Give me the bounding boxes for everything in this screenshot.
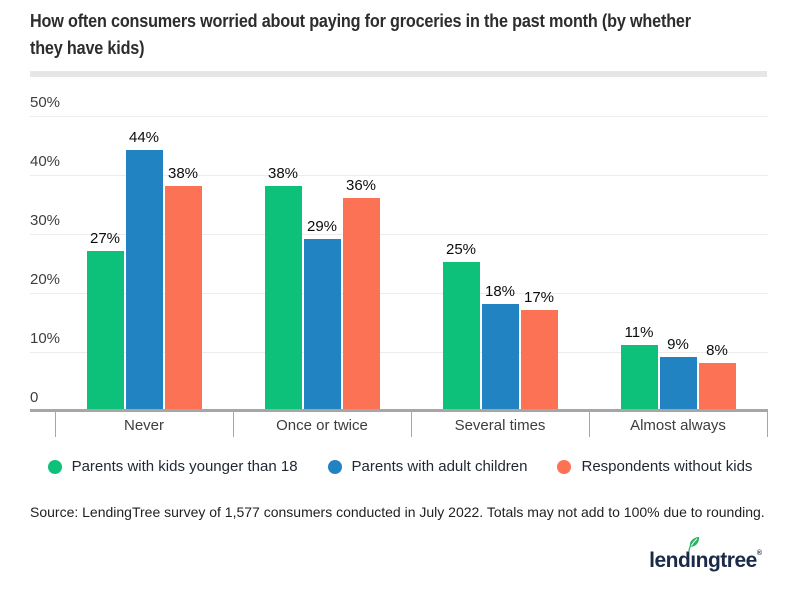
bar: [521, 310, 558, 410]
logo-text-part1: lend: [649, 549, 691, 572]
registered-mark: ®: [756, 550, 762, 557]
legend-label: Parents with adult children: [351, 458, 528, 475]
x-axis-tick: [411, 411, 412, 437]
chart-title-line2: they have kids): [30, 38, 145, 58]
legend-marker-icon: [327, 459, 342, 474]
legend-marker-icon: [557, 459, 572, 474]
bar: [343, 198, 380, 410]
bar-value-label: 17%: [523, 289, 555, 306]
bar-value-label: 8%: [706, 342, 728, 359]
legend-label: Parents with kids younger than 18: [71, 458, 298, 475]
category-label: Several times: [454, 417, 546, 434]
gridline: [30, 234, 768, 235]
bar-value-label: 18%: [484, 283, 516, 300]
legend: Parents with kids younger than 18 Parents…: [0, 458, 800, 475]
bar-value-label: 27%: [89, 230, 121, 247]
x-axis-line: [30, 409, 768, 412]
legend-label: Respondents without kids: [581, 458, 753, 475]
plot-area: 50% 40% 30% 20% 10% 0 27% 44% 38% Never 38% 29% 36% O…: [30, 95, 768, 437]
x-axis-tick: [767, 411, 768, 437]
bar: [443, 262, 480, 410]
bar: [87, 251, 124, 410]
bar: [482, 304, 519, 410]
title-divider: [30, 71, 767, 77]
bar-value-label: 9%: [667, 336, 689, 353]
bar-value-label: 11%: [624, 324, 654, 341]
y-axis-label: 40%: [30, 153, 61, 170]
gridline: [30, 175, 768, 176]
bar-value-label: 44%: [128, 129, 160, 146]
logo-letter-i: ı: [688, 536, 700, 573]
bar-value-label: 38%: [167, 165, 199, 182]
category-label: Once or twice: [276, 417, 368, 434]
x-axis-tick: [233, 411, 234, 437]
source-note: Source: LendingTree survey of 1,577 cons…: [30, 504, 765, 520]
gridline: [30, 352, 768, 353]
leaf-icon: [688, 536, 700, 552]
bar: [165, 186, 202, 410]
y-axis-label: 0: [30, 389, 39, 406]
y-axis-label: 10%: [30, 330, 61, 347]
category-label: Almost always: [630, 417, 726, 434]
bar-value-label: 29%: [306, 218, 338, 235]
chart-title-line1: How often consumers worried about paying…: [30, 11, 691, 31]
x-axis-tick: [589, 411, 590, 437]
legend-marker-icon: [47, 459, 62, 474]
category-label: Never: [123, 417, 164, 434]
legend-item: Parents with adult children: [327, 458, 528, 475]
gridline: [30, 293, 768, 294]
bar: [621, 345, 658, 410]
y-axis-label: 20%: [30, 271, 61, 288]
bar: [699, 363, 736, 410]
bar-value-label: 38%: [267, 165, 299, 182]
logo-text-part2: ngtree: [695, 549, 758, 572]
lendingtree-logo: lend ıngtree®: [649, 536, 762, 573]
legend-item: Respondents without kids: [557, 458, 752, 475]
bar-value-label: 36%: [345, 177, 377, 194]
bar: [304, 239, 341, 410]
y-axis-label: 50%: [30, 94, 61, 111]
bar-value-label: 25%: [445, 241, 477, 258]
y-axis-label: 30%: [30, 212, 61, 229]
bar: [126, 150, 163, 410]
chart-title: How often consumers worried about paying…: [30, 8, 764, 62]
legend-item: Parents with kids younger than 18: [47, 458, 298, 475]
x-axis-tick: [55, 411, 56, 437]
bar: [265, 186, 302, 410]
gridline: [30, 116, 768, 117]
bar: [660, 357, 697, 410]
